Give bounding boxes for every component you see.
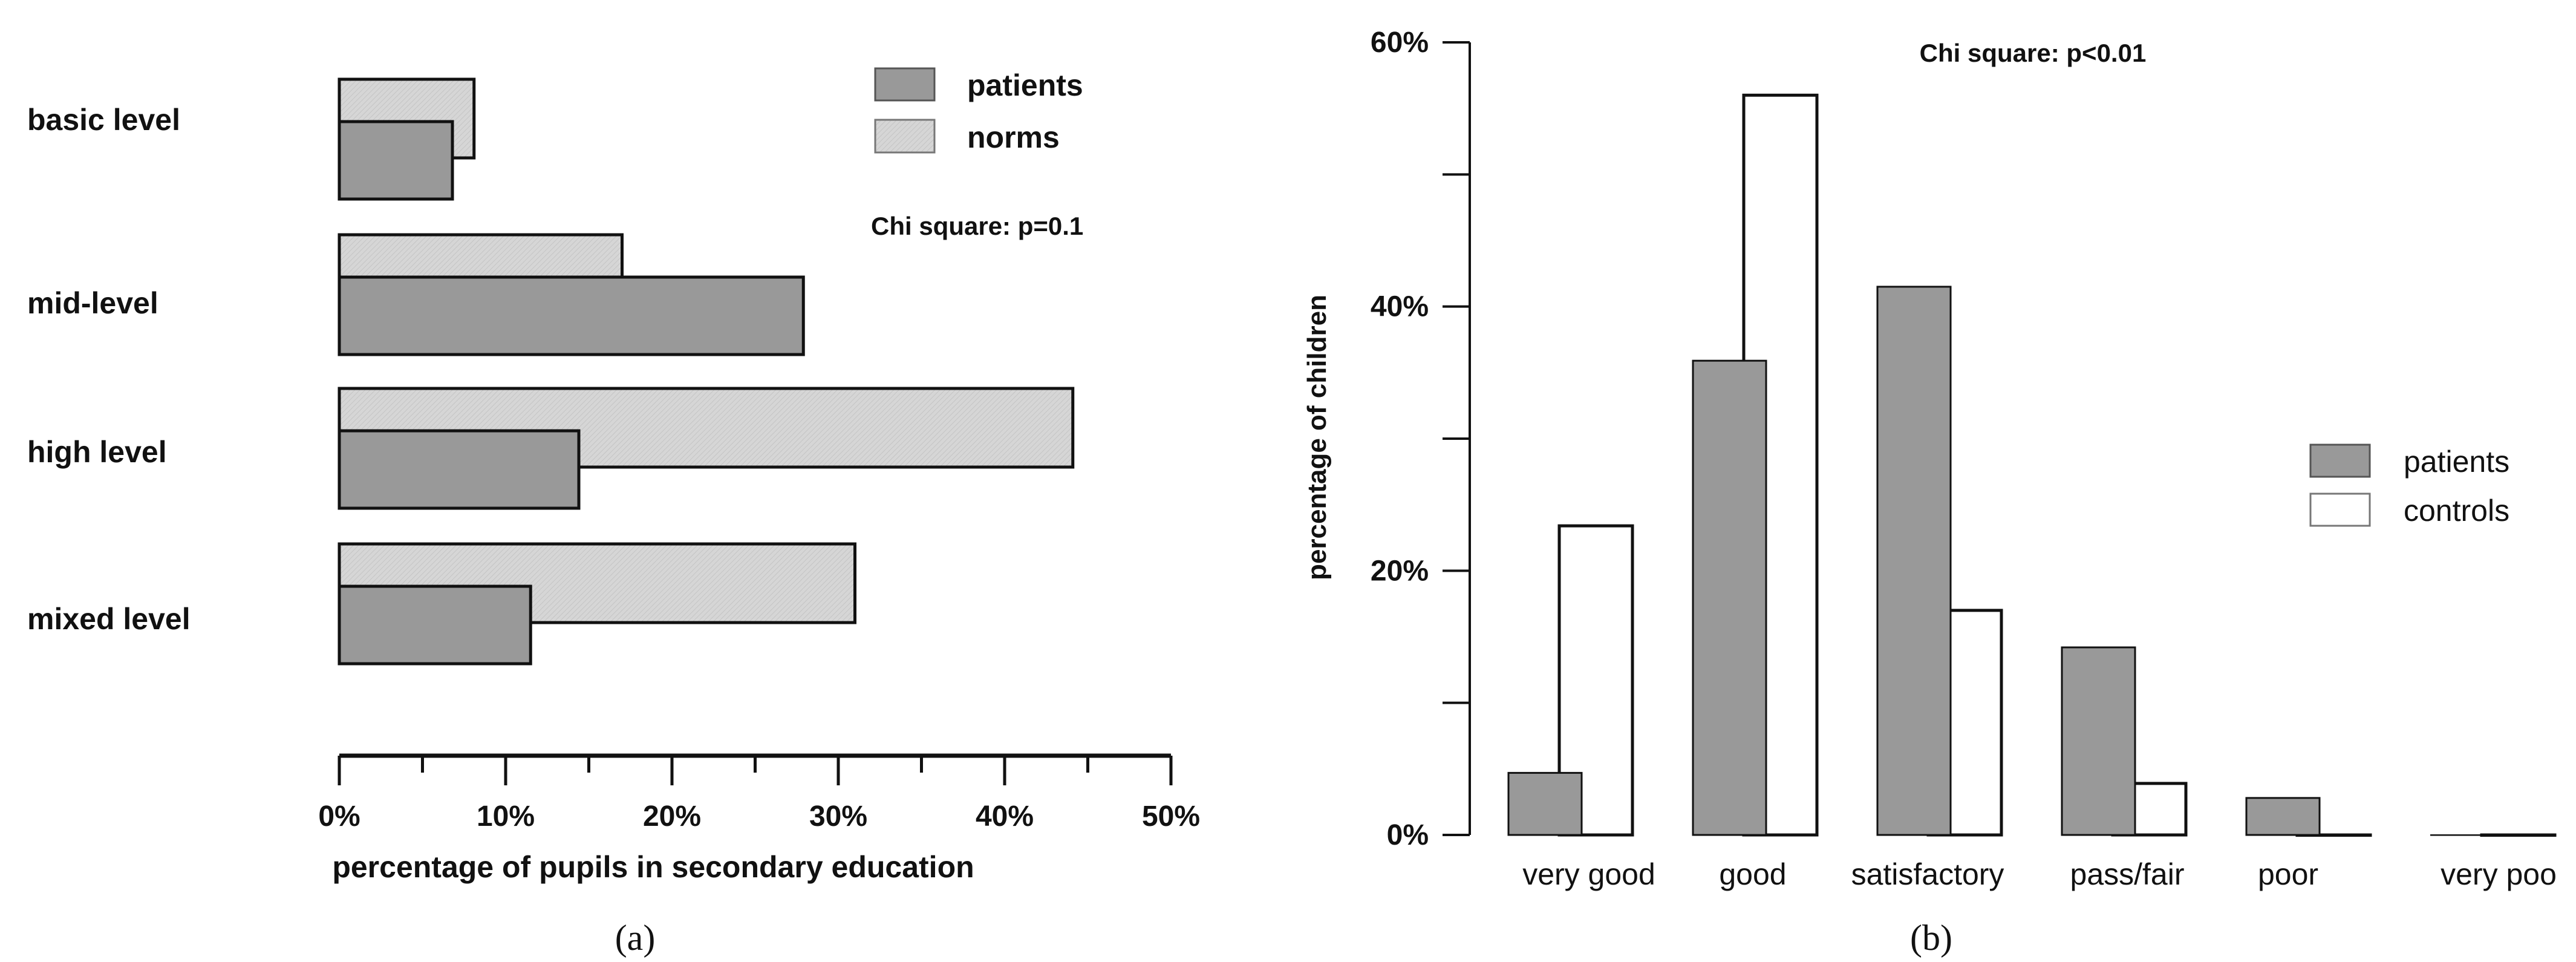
- legend-label-norms: norms: [967, 120, 1060, 154]
- legend-swatch-patients: [874, 67, 936, 102]
- bar-patients: [1507, 771, 1583, 836]
- panel-label-a: (a): [615, 918, 656, 958]
- x-tick-label: 0%: [318, 800, 360, 833]
- category-label: pass/fair: [2070, 857, 2185, 891]
- legend-swatch-controls: [2309, 492, 2371, 527]
- y-tick-label: 20%: [1371, 555, 1429, 587]
- legend-swatch-norms: [874, 119, 936, 154]
- chart-b: Chi square: p<0.01 percentage of childre…: [1302, 27, 2557, 958]
- y-tick-label: 40%: [1371, 291, 1429, 323]
- bar-patients: [337, 275, 805, 356]
- annotation-b: Chi square: p<0.01: [1920, 39, 2147, 67]
- x-tick-label: 40%: [976, 800, 1034, 833]
- category-label: high level: [27, 435, 167, 469]
- annotation-a: Chi square: p=0.1: [871, 212, 1083, 240]
- legend-swatch-patients: [2309, 443, 2371, 478]
- x-tick-label: 30%: [809, 800, 867, 833]
- bar-patients: [337, 120, 454, 201]
- category-label: poor: [2258, 857, 2318, 891]
- x-tick-label: 10%: [477, 800, 535, 833]
- category-label: mixed level: [27, 602, 191, 636]
- panel-label-b: (b): [1910, 918, 1952, 958]
- y-tick-label: 0%: [1387, 819, 1429, 851]
- chart-a: Chi square: p=0.1 percentage of pupils i…: [27, 67, 1200, 958]
- bar-patients: [2430, 834, 2505, 836]
- category-label: basic level: [27, 103, 180, 137]
- bar-patients: [337, 584, 532, 666]
- x-tick-label: 50%: [1142, 800, 1200, 833]
- bar-patients: [337, 429, 581, 510]
- bar-patients: [2061, 646, 2136, 836]
- y-axis-label-b: percentage of children: [1302, 295, 1332, 580]
- legend-label-patients: patients: [967, 68, 1083, 102]
- legend-label-controls: controls: [2404, 494, 2509, 528]
- category-label: good: [1719, 857, 1786, 891]
- category-label: satisfactory: [1851, 857, 2004, 891]
- category-label: very good: [1522, 857, 1655, 891]
- x-axis-label-a: percentage of pupils in secondary educat…: [332, 850, 974, 884]
- y-tick-label: 60%: [1371, 27, 1429, 59]
- bar-patients: [1692, 359, 1767, 836]
- category-label: very poo: [2441, 857, 2557, 891]
- bar-patients: [2245, 797, 2321, 836]
- bar-patients: [1876, 286, 1952, 836]
- category-label: mid-level: [27, 286, 158, 320]
- x-tick-label: 20%: [643, 800, 701, 833]
- legend-label-patients: patients: [2404, 445, 2509, 479]
